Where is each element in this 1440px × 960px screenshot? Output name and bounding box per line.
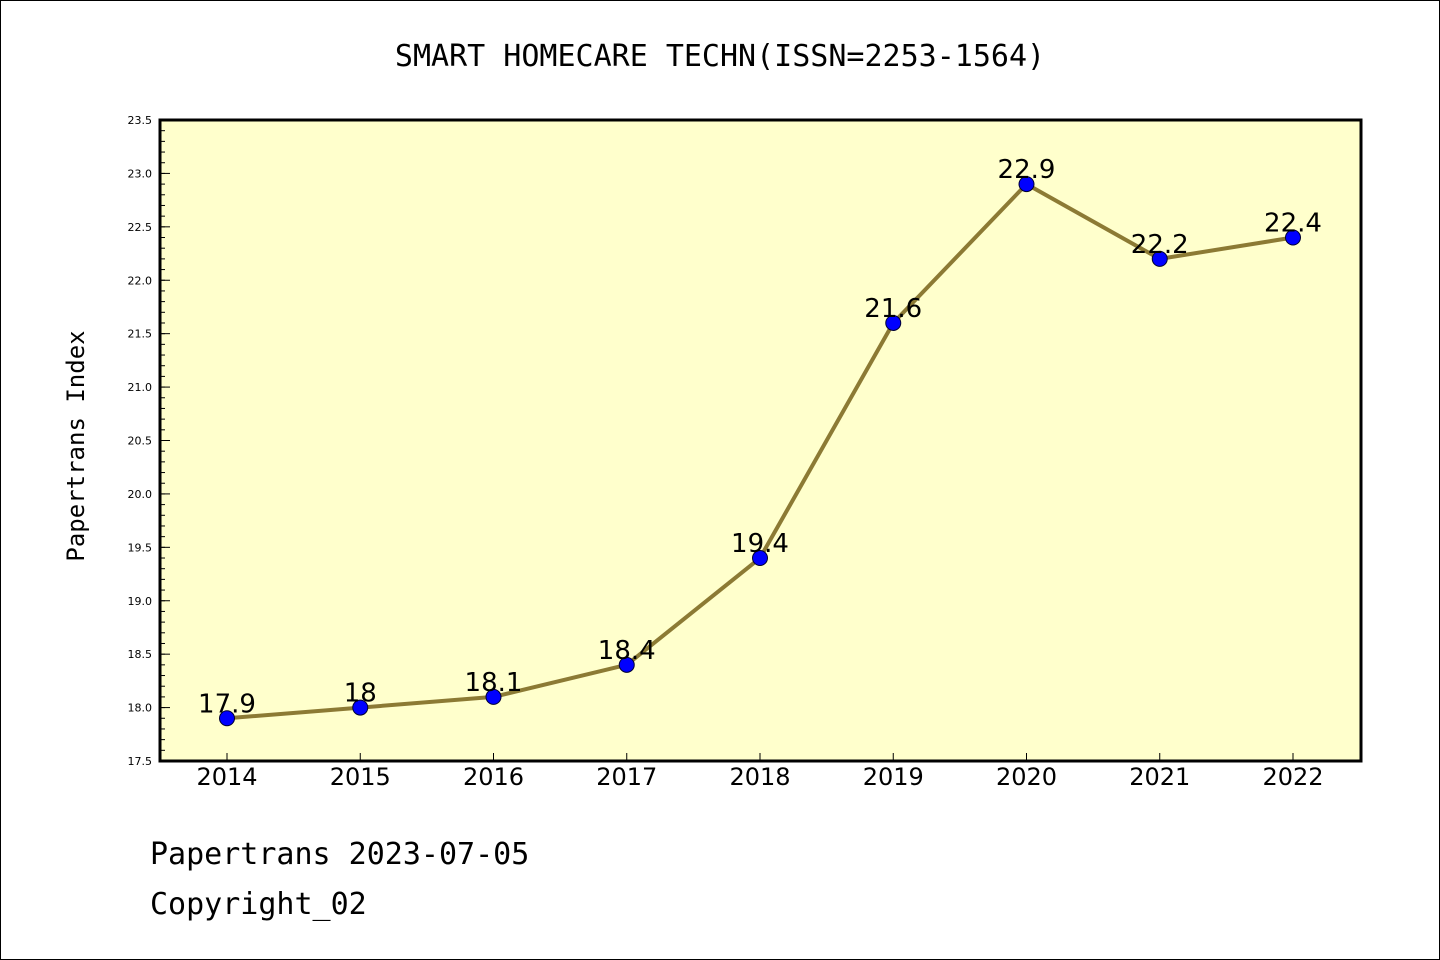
plot-area: [160, 120, 1361, 761]
x-tick-label: 2015: [330, 763, 391, 791]
x-tick-label: 2016: [463, 763, 524, 791]
data-point-marker: [485, 688, 502, 705]
footer-date-line: Papertrans 2023-07-05: [150, 837, 529, 872]
y-axis-ticks: 17.5 18.0 18.5 19.0 19.5 20.0 20.5 21.0 21.5 22.0…: [128, 114, 170, 768]
data-point-label: 21.6: [864, 294, 922, 324]
y-tick-label: 19.5: [128, 541, 153, 554]
x-tick-label: 2020: [996, 763, 1057, 791]
data-point-marker: [1018, 176, 1035, 193]
data-point-marker: [352, 699, 369, 716]
y-tick-label: 20.0: [128, 488, 153, 501]
y-tick-label: 18.0: [128, 702, 153, 715]
data-point-label: 22.2: [1131, 230, 1189, 260]
data-labels: 17.9 18 18.1 18.4 19.4 21.6 22.9 22.2 22.4: [198, 155, 1322, 719]
x-tick-label: 2022: [1262, 763, 1323, 791]
y-axis-label: Papertrans Index: [62, 330, 90, 561]
y-tick-label: 22.0: [128, 274, 153, 287]
y-tick-label: 21.5: [128, 328, 153, 341]
x-tick-label: 2021: [1129, 763, 1190, 791]
chart-title: SMART HOMECARE TECHN(ISSN=2253-1564): [395, 39, 1045, 74]
data-point-marker: [1151, 250, 1168, 267]
y-tick-label: 23.5: [128, 114, 153, 127]
y-tick-label: 21.0: [128, 381, 153, 394]
data-point-label: 18: [344, 679, 377, 709]
data-point-marker: [752, 550, 768, 567]
data-point-label: 18.1: [465, 668, 523, 698]
x-tick-label: 2018: [729, 763, 790, 791]
series-markers: [219, 176, 1301, 727]
data-point-label: 17.9: [198, 689, 256, 719]
data-point-marker: [219, 710, 235, 727]
data-point-label: 19.4: [731, 529, 789, 559]
y-tick-label: 22.5: [128, 221, 153, 234]
data-point-marker: [885, 314, 902, 331]
data-point-label: 18.4: [598, 636, 656, 666]
data-point-label: 22.4: [1264, 209, 1322, 239]
y-tick-label: 18.5: [128, 648, 153, 661]
x-tick-label: 2019: [863, 763, 924, 791]
y-tick-label: 17.5: [128, 755, 153, 768]
footer-copyright-line: Copyright_02: [150, 887, 367, 922]
y-tick-label: 20.5: [128, 435, 153, 448]
data-point-marker: [618, 656, 635, 673]
y-tick-label: 23.0: [128, 167, 153, 180]
y-tick-label: 19.0: [128, 595, 153, 608]
x-tick-label: 2014: [196, 763, 257, 791]
plot-border: [158, 118, 1363, 763]
data-point-label: 22.9: [998, 155, 1056, 185]
x-axis-ticks: 2014 2015 2016 2017 2018 2019 2020 2021 2022: [196, 753, 1324, 791]
x-tick-label: 2017: [596, 763, 657, 791]
data-point-marker: [1285, 229, 1301, 246]
